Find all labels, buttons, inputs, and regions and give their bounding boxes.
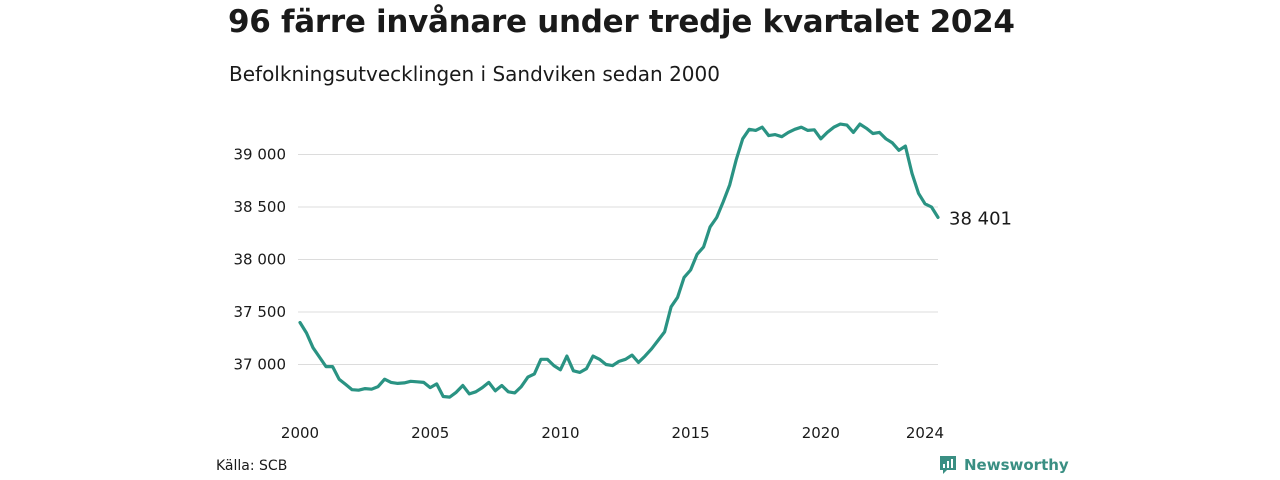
y-tick-label: 37 500 xyxy=(234,303,287,321)
x-tick-label: 2005 xyxy=(411,424,449,442)
x-tick-label: 2020 xyxy=(802,424,840,442)
x-tick-label: 2024 xyxy=(906,424,944,442)
brand-logo[interactable]: Newsworthy xyxy=(938,455,1069,475)
x-tick-label: 2010 xyxy=(541,424,579,442)
y-tick-label: 38 000 xyxy=(234,251,287,269)
end-value-label: 38 401 xyxy=(949,208,1012,229)
x-axis-ticks: 2000 2005 2010 2015 2020 2024 xyxy=(281,424,944,442)
y-tick-label: 39 000 xyxy=(234,146,287,164)
chart-title: 96 färre invånare under tredje kvartalet… xyxy=(228,4,1015,40)
y-tick-label: 37 000 xyxy=(234,356,287,374)
newsworthy-logo-icon xyxy=(940,456,956,474)
y-tick-label: 38 500 xyxy=(234,198,287,216)
gridlines xyxy=(298,154,938,365)
source-note: Källa: SCB xyxy=(216,458,288,474)
population-line xyxy=(298,122,940,399)
x-tick-label: 2000 xyxy=(281,424,319,442)
chart-subtitle: Befolkningsutvecklingen i Sandviken seda… xyxy=(229,62,720,86)
x-tick-label: 2015 xyxy=(672,424,710,442)
y-axis-ticks: 37 000 37 500 38 000 38 500 39 000 xyxy=(234,146,287,374)
brand-name: Newsworthy xyxy=(964,456,1069,474)
